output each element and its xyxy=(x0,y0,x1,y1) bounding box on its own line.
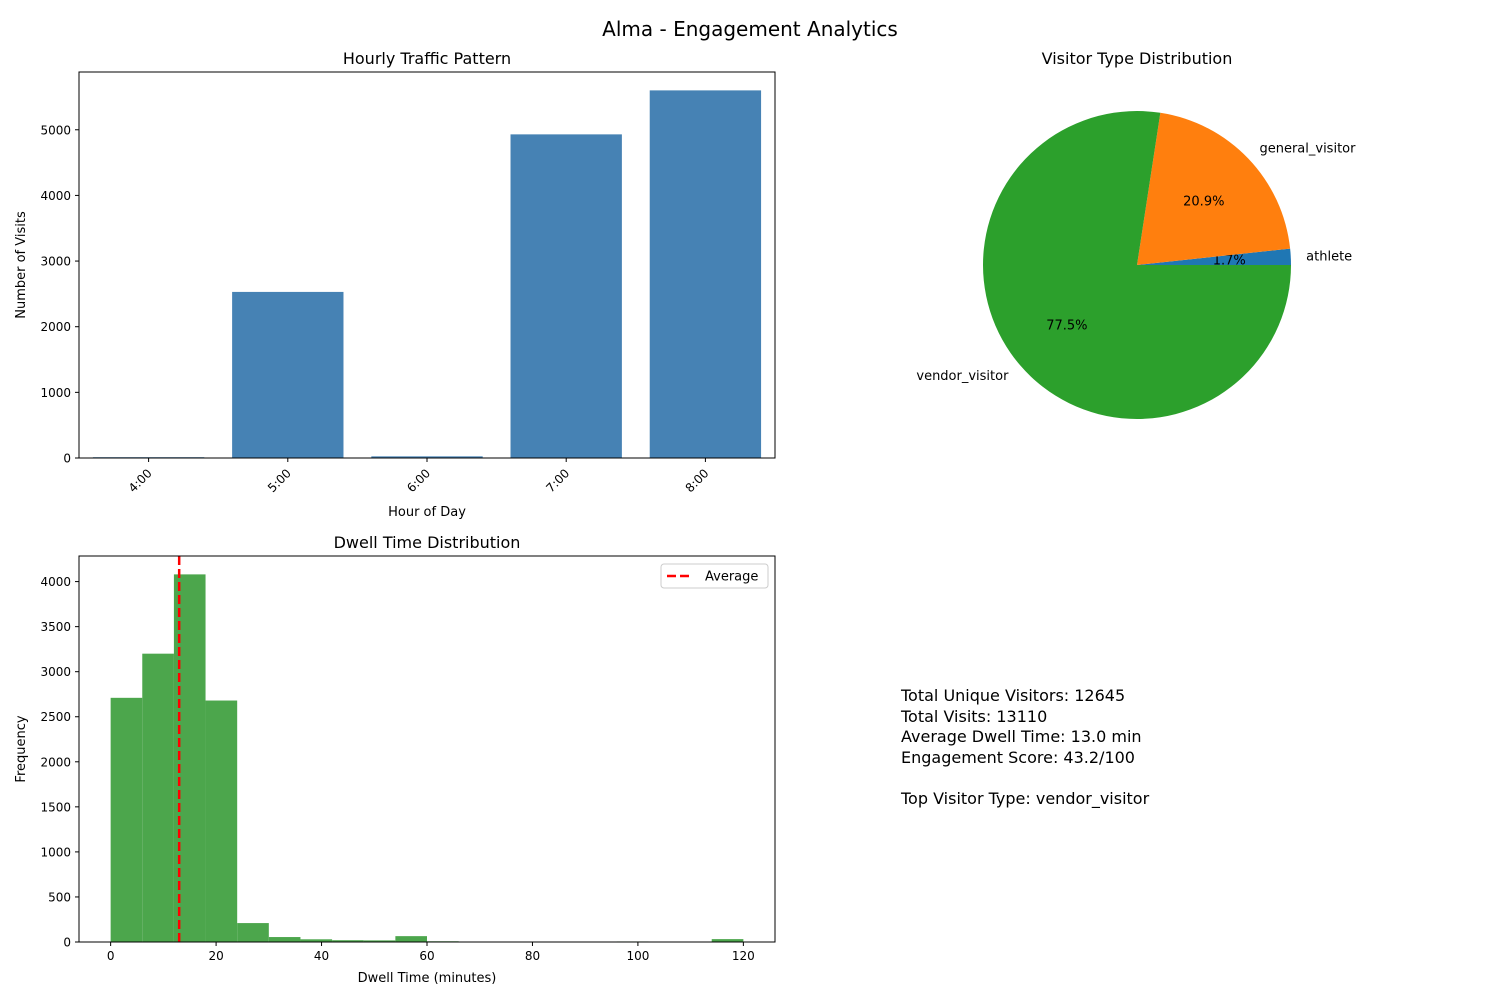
hist-y-tick-label: 500 xyxy=(48,890,71,904)
figure-title: Alma - Engagement Analytics xyxy=(602,17,898,41)
hist-bin xyxy=(142,653,174,942)
bar-8:00 xyxy=(649,90,762,458)
hist-x-tick-label: 40 xyxy=(314,949,329,963)
bar-x-tick-label: 6:00 xyxy=(404,466,433,495)
stat-top-visitor-type: Top Visitor Type: vendor_visitor xyxy=(901,788,1150,808)
hist-x-tick-label: 20 xyxy=(208,949,223,963)
bar-x-axis-label: Hour of Day xyxy=(388,505,466,520)
hist-y-tick-label: 2500 xyxy=(40,710,71,724)
hist-x-axis-label: Dwell Time (minutes) xyxy=(358,971,497,986)
stat-engagement-score: Engagement Score: 43.2/100 xyxy=(901,747,1135,767)
hist-bin xyxy=(205,700,238,942)
bar-7:00 xyxy=(510,134,622,458)
hist-bin xyxy=(300,939,333,942)
bar-y-tick-label: 1000 xyxy=(40,386,71,400)
bar-6:00 xyxy=(371,456,483,458)
stat-total-visits: Total Visits: 13110 xyxy=(901,706,1048,726)
pie-slice-vendor_visitor xyxy=(982,110,1291,419)
hist-bin xyxy=(711,939,744,942)
hist-y-tick-label: 3500 xyxy=(40,620,71,634)
hist-bin xyxy=(332,940,364,942)
hist-legend: Average xyxy=(660,563,769,589)
stat-average-dwell: Average Dwell Time: 13.0 min xyxy=(901,727,1142,747)
hist-x-tick-label: 0 xyxy=(107,949,115,963)
legend-average-label: Average xyxy=(705,570,758,585)
hourly-traffic-chart: 0 1000 2000 3000 4000 5000 4:00 5:00 6:00 7:00 8:0… xyxy=(14,49,776,520)
hist-y-tick-label: 3000 xyxy=(40,665,71,679)
bar-x-tick-label: 8:00 xyxy=(683,466,712,495)
bar-y-tick-label: 0 xyxy=(63,452,71,466)
hist-y-tick-label: 1500 xyxy=(40,800,71,814)
bar-x-tick-label: 4:00 xyxy=(126,466,155,495)
hist-bin xyxy=(110,697,143,942)
hist-bin xyxy=(363,940,396,942)
stat-spacer xyxy=(901,768,1149,789)
pie-chart-title: Visitor Type Distribution xyxy=(1042,49,1233,68)
bar-x-tick-label: 5:00 xyxy=(265,466,294,495)
hist-y-tick-label: 1000 xyxy=(40,845,71,859)
hist-y-tick-label: 0 xyxy=(63,936,71,950)
bar-y-tick-label: 3000 xyxy=(40,255,71,269)
hist-y-tick-label: 4000 xyxy=(40,575,71,589)
bar-y-tick-label: 2000 xyxy=(40,320,71,334)
pie-label-athlete: athlete xyxy=(1306,249,1352,264)
pie-label-general_visitor: general_visitor xyxy=(1259,141,1356,156)
bar-y-tick-label: 4000 xyxy=(40,189,71,203)
stat-unique-visitors: Total Unique Visitors: 12645 xyxy=(901,686,1126,705)
hist-chart-title: Dwell Time Distribution xyxy=(334,533,521,552)
hist-x-tick-label: 60 xyxy=(419,949,434,963)
hist-bin xyxy=(395,936,427,942)
hist-x-tick-label: 80 xyxy=(525,949,540,963)
hist-bin xyxy=(237,923,269,942)
hist-y-axis-label: Frequency xyxy=(14,715,29,782)
hist-x-tick-label: 100 xyxy=(626,949,649,963)
bar-5:00 xyxy=(232,291,344,458)
pie-pct-vendor_visitor: 77.5% xyxy=(1046,319,1087,334)
pie-slice-athlete xyxy=(1137,248,1291,265)
pie-pct-athlete: 1.7% xyxy=(1213,254,1246,269)
pie-pct-general_visitor: 20.9% xyxy=(1183,195,1224,210)
bar-y-tick-label: 5000 xyxy=(40,123,71,137)
hist-x-tick-label: 120 xyxy=(732,949,755,963)
hist-y-tick-label: 2000 xyxy=(40,755,71,769)
summary-stats: Total Unique Visitors: 12645 Total Visit… xyxy=(901,686,1149,810)
dwell-time-histogram: 0 500 1000 1500 2000 2500 3000 3500 4000 0 20 40 60 8… xyxy=(14,533,776,986)
bar-x-tick-label: 7:00 xyxy=(543,466,572,495)
pie-slice-general_visitor xyxy=(1137,112,1291,265)
bar-y-axis-label: Number of Visits xyxy=(14,211,29,319)
hist-bin xyxy=(268,937,301,942)
legend-box xyxy=(660,563,769,589)
pie-label-vendor_visitor: vendor_visitor xyxy=(916,369,1009,384)
visitor-type-pie-chart: athlete 1.7% general_visitor 20.9% vendor_vi… xyxy=(916,49,1356,419)
bar-chart-title: Hourly Traffic Pattern xyxy=(343,49,511,68)
